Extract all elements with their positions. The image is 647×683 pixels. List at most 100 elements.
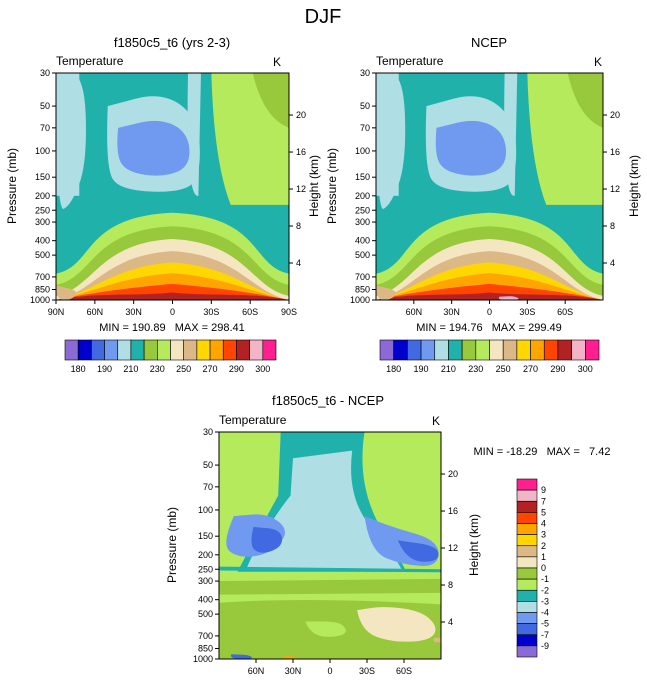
contour-fill-200 xyxy=(187,73,201,196)
y-tick-label: 300 xyxy=(198,576,213,586)
x-tick-label: 30N xyxy=(443,307,460,317)
y-tick-label: 250 xyxy=(198,564,213,574)
panel-observed-y-axis-label: Pressure (mb) xyxy=(325,148,339,224)
contour-fill-minus4 xyxy=(246,450,402,570)
panel-observed-contour-fills xyxy=(376,73,603,300)
panel-model-title: f1850c5_t6 (yrs 2-3) xyxy=(114,35,230,50)
panel-model-colorbar: 180 190 210 230 250 270 290 300 xyxy=(64,339,277,374)
y-tick-label: 400 xyxy=(35,236,50,246)
colorbar-label: 250 xyxy=(176,364,191,374)
contour-fill-230 xyxy=(567,73,603,128)
colorbar-label: 270 xyxy=(203,364,218,374)
panel-difference-stats: MIN = -18.29 MAX = 7.42 xyxy=(474,446,611,458)
contour-fill-195 xyxy=(117,120,190,176)
panel-model-contour-fills xyxy=(56,73,289,300)
x-tick-label: 30S xyxy=(519,307,535,317)
y-tick-label: 300 xyxy=(35,217,50,227)
y2-tick-label: 12 xyxy=(448,543,458,553)
colorbar-swatch xyxy=(262,339,277,361)
y2-tick-label: 12 xyxy=(296,184,306,194)
panel-observed: NCEP Temperature K 305070100150200250300… xyxy=(325,35,641,374)
x-tick-label: 90N xyxy=(48,307,65,317)
x-tick-label: 0 xyxy=(487,307,492,317)
panel-difference-contour-fills xyxy=(219,432,441,659)
colorbar-swatch xyxy=(516,556,538,569)
contour-fill-0 xyxy=(219,578,441,595)
panel-difference-units-label: K xyxy=(432,414,440,428)
y2-tick-label: 12 xyxy=(610,184,620,194)
y-tick-label: 1000 xyxy=(350,295,370,305)
y-tick-label: 50 xyxy=(360,101,370,111)
y-tick-label: 850 xyxy=(355,284,370,294)
colorbar-label: 4 xyxy=(541,519,546,529)
panel-difference-variable-label: Temperature xyxy=(219,413,287,427)
panel-observed-stats: MIN = 194.76 MAX = 299.49 xyxy=(416,322,562,334)
colorbar-swatch xyxy=(516,634,538,647)
contour-fill-200 xyxy=(504,73,518,196)
panel-model-y-axis-label: Pressure (mb) xyxy=(5,148,19,224)
y2-tick-label: 20 xyxy=(448,469,458,479)
contour-fill-3 xyxy=(282,656,297,659)
colorbar-label: 300 xyxy=(578,364,593,374)
contour-fill-1 xyxy=(357,607,436,642)
colorbar-label: 180 xyxy=(386,364,401,374)
contour-fill-290 xyxy=(376,292,603,300)
colorbar-swatch xyxy=(516,578,538,591)
contour-fill-2 xyxy=(433,637,441,643)
colorbar-swatch xyxy=(571,339,586,361)
colorbar-swatch xyxy=(475,339,490,361)
contour-fill-minus7 xyxy=(230,654,252,659)
colorbar-swatch xyxy=(502,339,518,361)
y-tick-label: 30 xyxy=(40,68,50,78)
x-tick-label: 30S xyxy=(203,307,219,317)
panel-model-x-axis-ticks: 90N 60N 30N 0 30S 60S 90S xyxy=(48,300,297,317)
x-tick-label: 60S xyxy=(242,307,258,317)
y-tick-label: 70 xyxy=(360,123,370,133)
colorbar-label: 0 xyxy=(541,563,546,573)
colorbar-swatch xyxy=(516,478,538,491)
y-tick-label: 1000 xyxy=(30,295,50,305)
y-tick-label: 700 xyxy=(355,272,370,282)
contour-fill-minus7 xyxy=(397,540,439,562)
y2-tick-label: 4 xyxy=(296,258,301,268)
panel-observed-y2-axis-ticks: 20 16 12 8 4 xyxy=(603,110,620,268)
colorbar-label: -7 xyxy=(541,630,549,640)
colorbar-label: 270 xyxy=(523,364,538,374)
y-tick-label: 200 xyxy=(198,550,213,560)
x-tick-label: 60S xyxy=(557,307,573,317)
y2-tick-label: 4 xyxy=(610,258,615,268)
panel-difference-x-axis-ticks: 60N 30N 0 30S 60S xyxy=(248,659,412,676)
y-tick-label: 100 xyxy=(35,146,50,156)
colorbar-label: -9 xyxy=(541,641,549,651)
colorbar-label: 290 xyxy=(550,364,565,374)
y-tick-label: 200 xyxy=(355,191,370,201)
colorbar-label: -2 xyxy=(541,585,549,595)
colorbar-swatch xyxy=(393,339,408,361)
y-tick-label: 50 xyxy=(203,460,213,470)
colorbar-swatch xyxy=(557,339,572,361)
colorbar-swatch xyxy=(170,339,184,361)
colorbar-swatch xyxy=(516,339,531,361)
y-tick-label: 30 xyxy=(360,68,370,78)
y2-tick-label: 16 xyxy=(610,147,620,157)
y-tick-label: 250 xyxy=(35,205,50,215)
x-tick-label: 60N xyxy=(406,307,423,317)
x-tick-label: 60S xyxy=(396,666,412,676)
contour-fill-minus7 xyxy=(251,526,283,553)
colorbar-swatch xyxy=(516,534,538,547)
contour-fill-290 xyxy=(56,292,289,300)
panel-model-stats: MIN = 190.89 MAX = 298.41 xyxy=(99,322,245,334)
x-tick-label: 30S xyxy=(359,666,375,676)
colorbar-swatch xyxy=(434,339,449,361)
panel-observed-title: NCEP xyxy=(471,35,507,50)
y2-tick-label: 20 xyxy=(296,110,306,120)
panel-observed-colorbar: 180 190 210 230 250 270 290 300 xyxy=(379,339,600,374)
colorbar-label: 5 xyxy=(541,507,546,517)
y2-tick-label: 16 xyxy=(296,147,306,157)
colorbar-swatch xyxy=(516,645,538,658)
colorbar-label: 190 xyxy=(414,364,429,374)
colorbar-swatch xyxy=(64,339,79,361)
panel-observed-x-axis-ticks: 60N 30N 0 30S 60S xyxy=(406,300,573,317)
